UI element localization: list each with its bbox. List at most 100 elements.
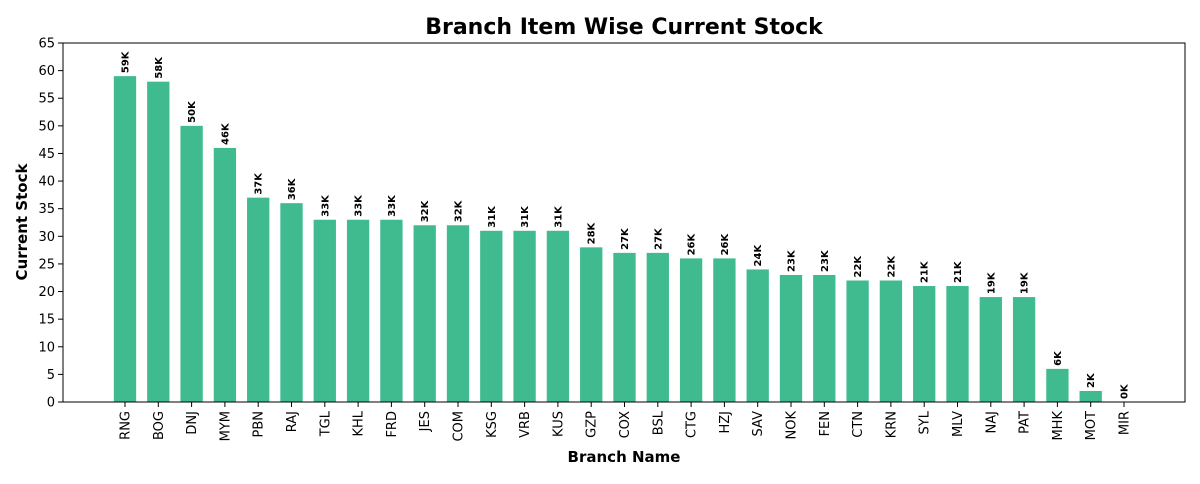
data-label-syl: 21K [920,260,931,283]
bar-fen [813,274,836,402]
x-tick-label-sav: SAV [751,411,766,437]
x-tick-label-mym: MYM [218,411,233,441]
data-label-nok: 23K [787,249,798,272]
x-tick-label-pat: PAT [1018,411,1033,434]
data-label-mhk: 6K [1053,350,1064,366]
x-tick-label-tgl: TGL [318,410,333,437]
data-label-ksg: 31K [487,205,498,228]
data-label-dnj: 50K [187,100,198,123]
bar-pbn [247,197,270,402]
data-label-vrb: 31K [520,205,531,228]
y-tick-label: 45 [38,147,55,162]
data-label-naj: 19K [986,271,997,294]
bar-tgl [313,219,336,402]
bar-pat [1012,297,1036,402]
x-tick-label-kus: KUS [551,411,566,437]
x-tick-label-khl: KHL [352,410,367,436]
x-tick-label-vrb: VRB [518,411,533,438]
x-tick-label-mir: MIR [1118,411,1133,435]
y-tick-label: 40 [38,175,55,190]
data-label-kus: 31K [553,205,564,228]
x-tick-label-pbn: PBN [252,411,267,437]
bar-ksg [480,230,503,402]
x-tick-label-dnj: DNJ [185,411,200,435]
bar-syl [913,286,936,402]
y-tick-label: 10 [38,340,55,355]
x-tick-label-cox: COX [618,411,633,438]
x-tick-label-mlv: MLV [951,411,966,437]
bar-jes [413,225,436,402]
bar-cox [613,252,636,402]
bar-naj [979,297,1002,402]
bar-mlv [946,286,969,402]
x-tick-label-hzj: HZJ [718,411,733,434]
data-label-ctg: 26K [687,232,698,255]
bar-sav [746,269,769,402]
plot-frame [62,42,1186,403]
data-label-mlv: 21K [953,260,964,283]
bar-ctg [679,258,703,402]
y-axis-label: Current Stock [13,163,31,281]
bar-raj [280,203,303,402]
bar-vrb [513,230,536,402]
y-axis-ticks: 0 5 10 15 20 25 30 35 40 45 50 55 60 65 [38,37,63,411]
x-tick-label-ksg: KSG [485,411,500,438]
x-tick-label-jes: JES [418,411,433,432]
data-label-khl: 33K [354,194,365,217]
x-tick-label-ctg: CTG [685,411,700,438]
x-tick-label-mhk: MHK [1051,411,1066,441]
bar-frd [380,219,403,402]
x-tick-label-naj: NAJ [984,411,999,433]
x-axis-ticks: RNG BOG DNJ MYM PBN RAJ TGL KHL FRD JES COM KSG VRB K… [119,402,1133,442]
bar-gzp [580,247,603,402]
x-tick-label-rng: RNG [119,411,134,440]
x-tick-label-nok: NOK [785,411,800,440]
x-tick-label-gzp: GZP [585,411,600,438]
bar-bog [147,81,170,403]
data-label-cox: 27K [620,227,631,250]
y-tick-label: 30 [38,230,55,245]
data-label-fen: 23K [820,249,831,272]
data-label-tgl: 33K [320,194,331,217]
bar-com [446,225,470,402]
bar-bsl [646,252,669,402]
y-tick-label: 5 [47,368,55,383]
data-label-raj: 36K [287,177,298,200]
data-label-pat: 19K [1020,271,1031,294]
y-tick-label: 35 [38,202,55,217]
bar-hzj [713,258,736,402]
y-tick-label: 15 [38,313,55,328]
x-tick-label-krn: KRN [884,411,899,438]
data-label-com: 32K [454,199,465,222]
bar-ctn [846,280,869,402]
y-tick-label: 0 [47,396,55,411]
y-tick-label: 55 [38,92,55,107]
x-tick-label-ctn: CTN [851,411,866,438]
bars [113,76,1102,403]
data-label-mir: 0K [1120,383,1131,399]
data-label-mot: 2K [1086,372,1097,388]
x-tick-label-raj: RAJ [285,411,300,432]
bar-krn [879,280,903,402]
data-label-rng: 59K [121,50,132,73]
data-label-krn: 22K [886,255,897,278]
y-tick-label: 25 [38,257,55,272]
x-tick-label-bsl: BSL [651,410,666,435]
x-tick-label-com: COM [452,411,467,442]
bar-dnj [180,125,203,402]
y-tick-label: 50 [38,119,55,134]
data-labels: 59K 58K 50K 46K 37K 36K 33K 33K 33K 32K 32K 31K 31K 3… [121,50,1131,399]
data-label-bsl: 27K [653,227,664,250]
x-tick-label-frd: FRD [385,411,400,438]
chart-title: Branch Item Wise Current Stock [425,15,824,40]
data-label-mym: 46K [220,122,231,145]
bar-khl [346,219,370,402]
x-tick-label-mot: MOT [1084,411,1099,440]
y-tick-label: 20 [38,285,55,300]
data-label-frd: 33K [387,194,398,217]
data-label-pbn: 37K [254,172,265,195]
data-label-jes: 32K [420,199,431,222]
x-axis-label: Branch Name [568,448,681,466]
